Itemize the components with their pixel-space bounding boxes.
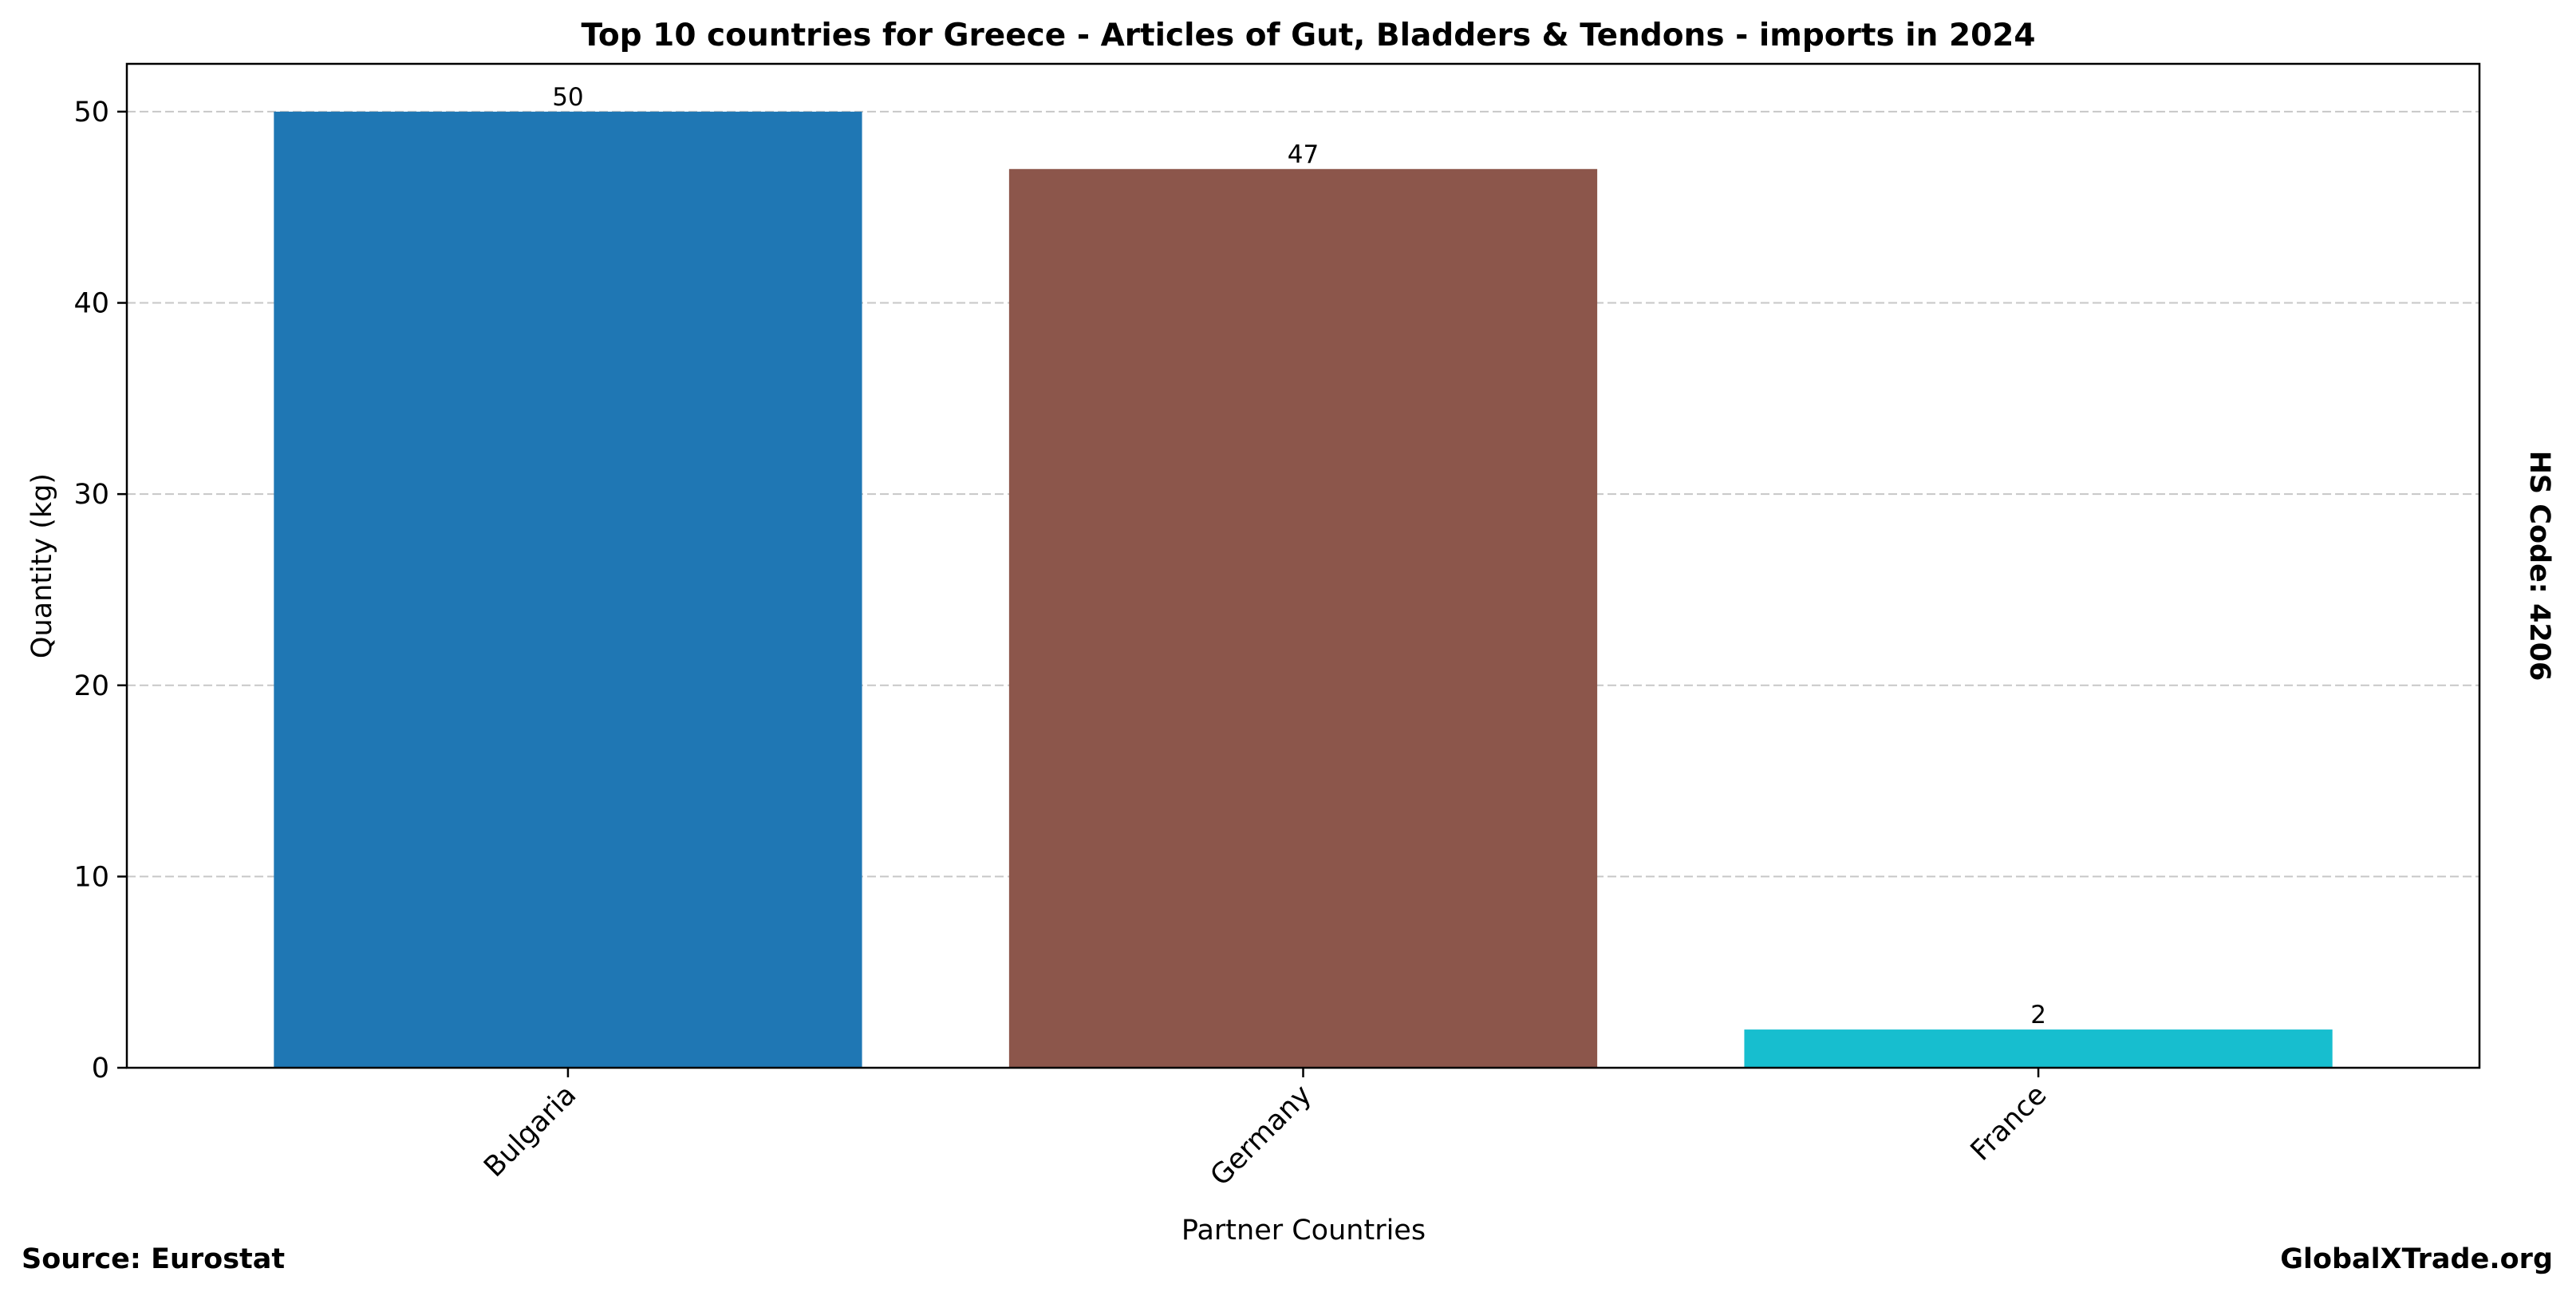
chart-title: Top 10 countries for Greece - Articles o…: [581, 18, 2035, 53]
bars: [274, 111, 2333, 1068]
bar-bulgaria: [274, 111, 862, 1068]
y-tick-label: 0: [92, 1053, 109, 1085]
y-tick-label: 10: [73, 861, 109, 893]
data-label-germany: 47: [1288, 140, 1319, 169]
y-tick-label: 30: [73, 479, 109, 511]
x-axis-label: Partner Countries: [1181, 1215, 1426, 1247]
y-tick-label: 50: [73, 97, 109, 128]
bar-germany: [1008, 168, 1598, 1068]
y-tick-label: 20: [73, 670, 109, 702]
data-label-france: 2: [2030, 1001, 2046, 1029]
source-note: Source: Eurostat: [22, 1243, 285, 1275]
hs-code-note: HS Code: 4206: [2523, 451, 2555, 682]
data-label-bulgaria: 50: [552, 83, 583, 112]
site-note: GlobalXTrade.org: [2280, 1243, 2553, 1275]
y-axis-ticks: 0 10 20 30 40 50: [73, 97, 127, 1085]
bar-france: [1744, 1029, 2333, 1068]
data-labels: 50 47 2: [552, 83, 2046, 1029]
y-axis-label: Quantity (kg): [26, 473, 58, 658]
y-tick-label: 40: [73, 288, 109, 320]
